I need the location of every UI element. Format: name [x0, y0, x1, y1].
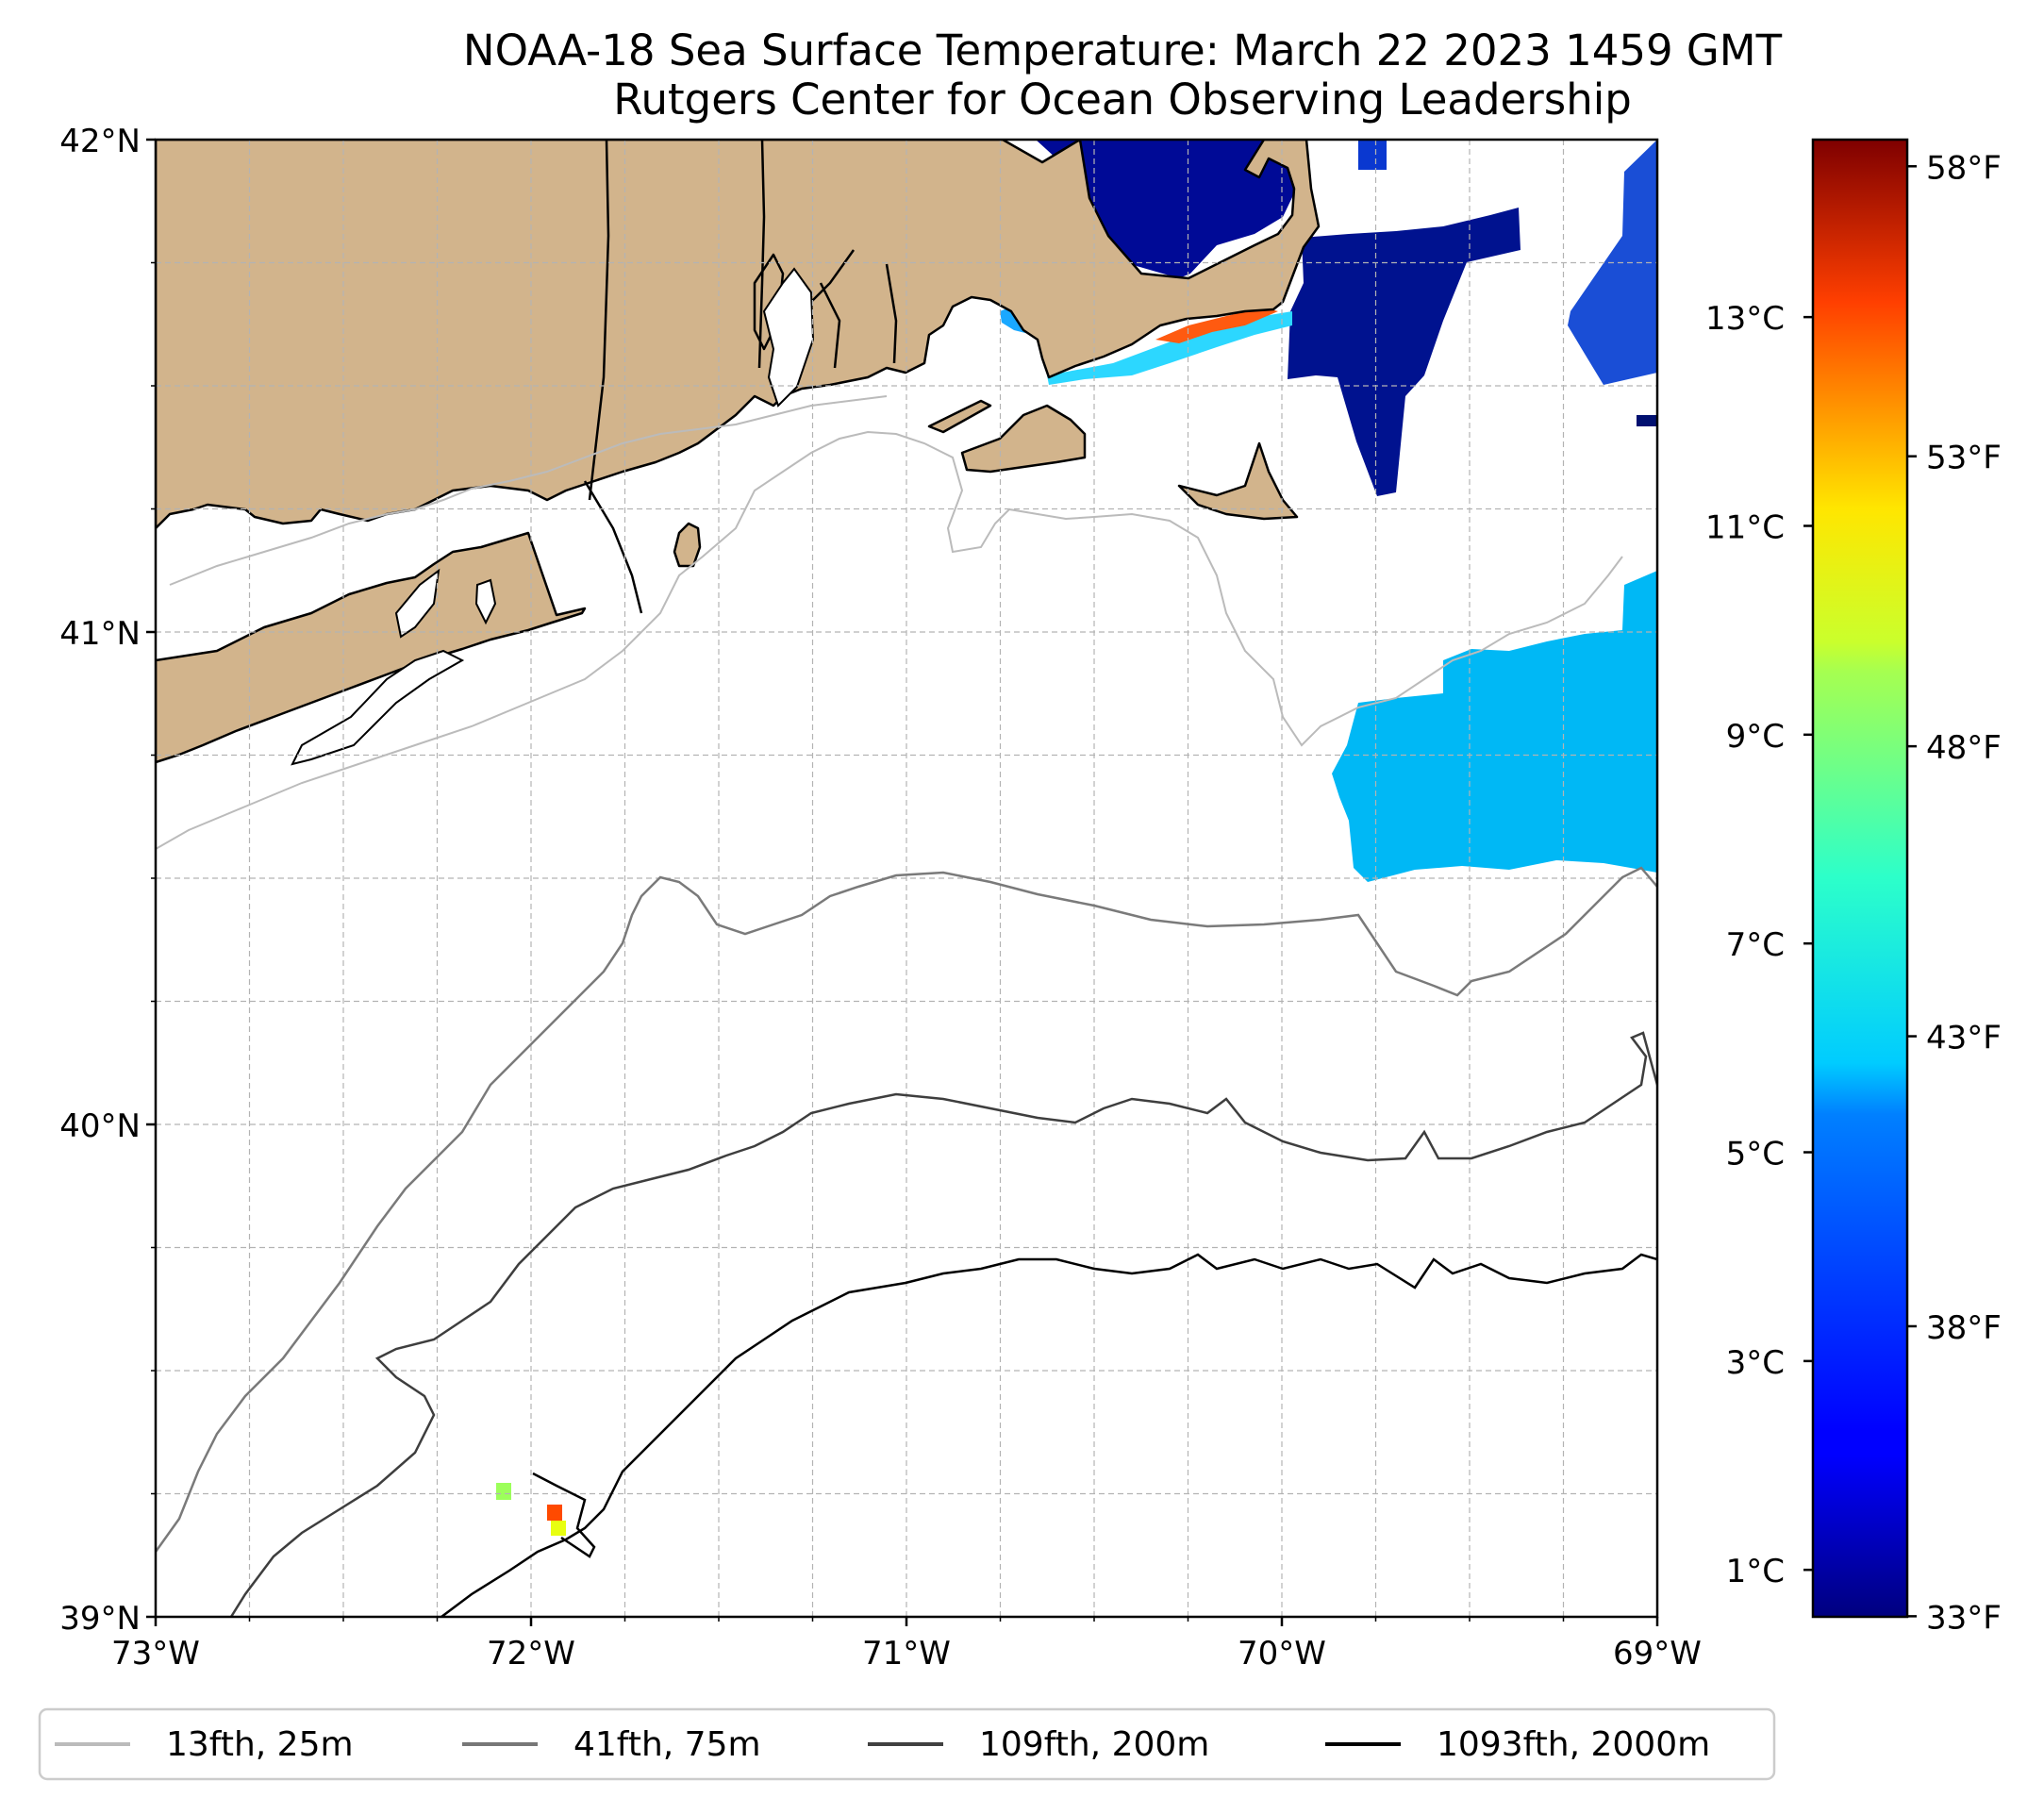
colorbar-fahrenheit-label: 48°F: [1926, 729, 2002, 767]
bathymetry-contours: [156, 395, 1657, 1617]
colorbar-ticks: 1°C 3°C 5°C 7°C 9°C 11°C 13°C 33°F 38°F 43°F 48°F 5…: [1705, 149, 2002, 1637]
map-axes: 39°N 40°N 41°N 42°N 73°W 72°W 71°W 70°W 69°W: [59, 123, 1702, 1672]
colorbar-celsius-label: 9°C: [1726, 718, 1785, 756]
contour-legend: 13fth, 25m 41fth, 75m 109fth, 200m 1093fth,…: [38, 1707, 1776, 1781]
contour-shelf-break: [532, 1472, 596, 1558]
sst-warm-cape-shore: [1155, 308, 1278, 343]
colorbar-fahrenheit-label: 43°F: [1926, 1020, 2002, 1057]
map-area: [156, 140, 1657, 1617]
contour-75m: [156, 866, 1657, 1553]
land-details: [583, 140, 898, 614]
legend-label: 1093fth, 2000m: [1437, 1725, 1710, 1764]
sst-south-cape-shore: [1047, 311, 1292, 385]
sst-shelf-point-yellow: [551, 1521, 566, 1536]
colorbar-celsius-label: 1°C: [1726, 1553, 1785, 1590]
contour-200m: [229, 1031, 1657, 1617]
colorbar-fahrenheit-label: 33°F: [1926, 1599, 2002, 1637]
sst-east-of-cape: [1288, 208, 1521, 496]
legend-items: 13fth, 25m 41fth, 75m 109fth, 200m 1093fth,…: [55, 1725, 1710, 1764]
colorbar-fahrenheit-label: 58°F: [1926, 149, 2002, 187]
colorbar-celsius-label: 5°C: [1726, 1136, 1785, 1173]
land-block-island: [673, 522, 702, 568]
colorbar-gradient: [1811, 138, 1909, 1619]
lon-tick-label: 73°W: [111, 1635, 200, 1672]
lat-tick-label: 40°N: [59, 1107, 141, 1145]
sst-shelf-point-warm: [547, 1505, 562, 1521]
land-nantucket: [1177, 441, 1299, 521]
colorbar-celsius-label: 11°C: [1705, 508, 1785, 546]
lon-tick-label: 72°W: [487, 1635, 575, 1672]
sst-offshore-north: [1358, 140, 1387, 170]
figure-title: NOAA-18 Sea Surface Temperature: March 2…: [462, 25, 1783, 75]
sst-dark-patch-ne: [1637, 415, 1657, 426]
figure-subtitle: Rutgers Center for Ocean Observing Leade…: [613, 75, 1632, 125]
colorbar: 1°C 3°C 5°C 7°C 9°C 11°C 13°C 33°F 38°F 43°F 48°F 5…: [1705, 138, 2002, 1637]
legend-label: 41fth, 75m: [573, 1725, 761, 1764]
lat-tick-label: 41°N: [59, 615, 141, 653]
sst-gulf-east: [1332, 571, 1657, 882]
water-inlets: [291, 267, 815, 766]
legend-label: 13fth, 25m: [166, 1725, 354, 1764]
land-elizabeth-islands: [927, 399, 992, 434]
sst-cape-cod-bay: [1036, 140, 1294, 278]
colorbar-fahrenheit-label: 53°F: [1926, 440, 2002, 477]
colorbar-celsius-label: 7°C: [1726, 926, 1785, 964]
lon-tick-label: 69°W: [1613, 1635, 1702, 1672]
sst-data-layer: [496, 140, 1657, 1536]
gridlines: [156, 140, 1657, 1617]
lon-tick-label: 71°W: [862, 1635, 951, 1672]
lat-tick-label: 39°N: [59, 1600, 141, 1638]
contour-25m: [156, 430, 1623, 850]
legend-label: 109fth, 200m: [979, 1725, 1209, 1764]
colorbar-celsius-label: 3°C: [1726, 1344, 1785, 1382]
contour-2000m: [440, 1253, 1657, 1617]
contour-25m-inner: [169, 395, 888, 586]
colorbar-fahrenheit-label: 38°F: [1926, 1309, 2002, 1347]
lon-tick-label: 70°W: [1238, 1635, 1326, 1672]
land-martha-vineyard: [960, 404, 1087, 474]
sst-shelf-point-green: [496, 1483, 511, 1500]
lat-tick-label: 42°N: [59, 123, 141, 160]
colorbar-celsius-label: 13°C: [1705, 300, 1785, 338]
